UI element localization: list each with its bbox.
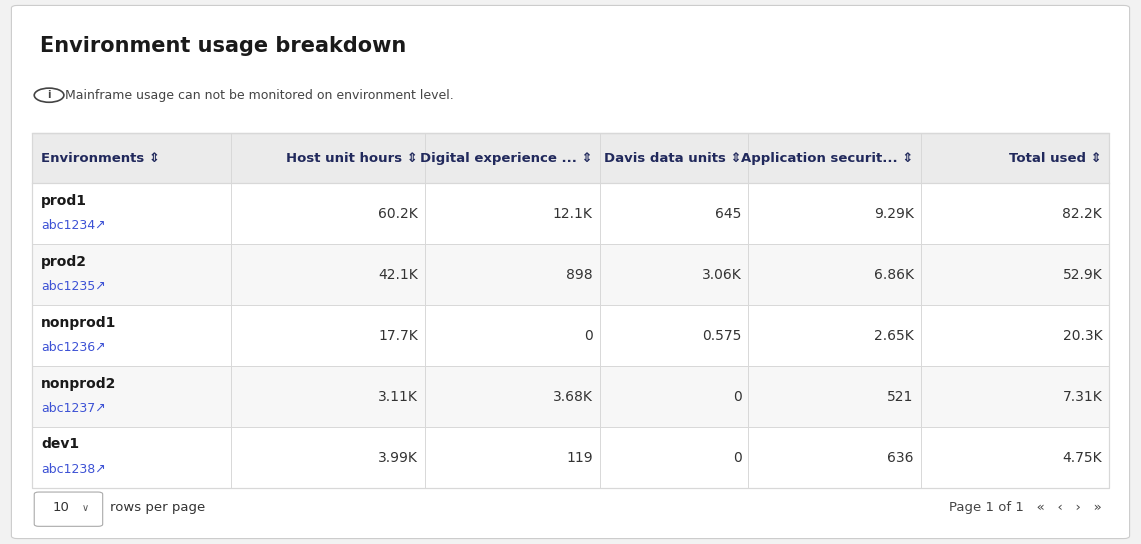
Text: Davis data units ⇕: Davis data units ⇕ (604, 152, 742, 165)
Text: prod2: prod2 (41, 255, 87, 269)
Text: 0: 0 (584, 329, 592, 343)
Bar (32, 133, 1109, 488)
Text: abc1235↗: abc1235↗ (41, 280, 106, 293)
Text: rows per page: rows per page (110, 502, 204, 514)
Text: 2.65K: 2.65K (874, 329, 914, 343)
Text: Total used ⇕: Total used ⇕ (1010, 152, 1102, 165)
Text: abc1238↗: abc1238↗ (41, 463, 106, 476)
Text: nonprod1: nonprod1 (41, 316, 116, 330)
Text: Host unit hours ⇕: Host unit hours ⇕ (286, 152, 419, 165)
Text: prod1: prod1 (41, 194, 87, 208)
Bar (32, 366, 1109, 427)
Text: 645: 645 (715, 207, 742, 221)
Bar (32, 183, 1109, 244)
Text: 9.29K: 9.29K (874, 207, 914, 221)
Text: abc1237↗: abc1237↗ (41, 402, 106, 415)
Text: Digital experience ... ⇕: Digital experience ... ⇕ (420, 152, 592, 165)
Text: 521: 521 (888, 390, 914, 404)
Text: Mainframe usage can not be monitored on environment level.: Mainframe usage can not be monitored on … (65, 89, 454, 102)
Text: 60.2K: 60.2K (379, 207, 419, 221)
Text: 0: 0 (733, 450, 742, 465)
Text: 7.31K: 7.31K (1062, 390, 1102, 404)
Text: 0: 0 (733, 390, 742, 404)
Bar (32, 427, 1109, 488)
Text: 3.11K: 3.11K (379, 390, 419, 404)
Text: dev1: dev1 (41, 437, 79, 452)
Bar (32, 133, 1109, 183)
Text: 3.68K: 3.68K (553, 390, 592, 404)
Text: 82.2K: 82.2K (1062, 207, 1102, 221)
Text: Page 1 of 1   «   ‹   ›   »: Page 1 of 1 « ‹ › » (949, 502, 1102, 514)
Text: 3.99K: 3.99K (379, 450, 419, 465)
Text: Application securit... ⇕: Application securit... ⇕ (742, 152, 914, 165)
Text: abc1236↗: abc1236↗ (41, 341, 106, 354)
Text: 10: 10 (52, 502, 70, 514)
Text: 3.06K: 3.06K (702, 268, 742, 282)
Text: 6.86K: 6.86K (874, 268, 914, 282)
Text: Environment usage breakdown: Environment usage breakdown (40, 36, 406, 56)
Text: ∨: ∨ (81, 503, 89, 513)
Text: 636: 636 (888, 450, 914, 465)
Text: 42.1K: 42.1K (379, 268, 419, 282)
Bar (32, 488, 1109, 528)
Text: 20.3K: 20.3K (1062, 329, 1102, 343)
FancyBboxPatch shape (34, 492, 103, 527)
Text: 52.9K: 52.9K (1062, 268, 1102, 282)
Text: 119: 119 (566, 450, 592, 465)
FancyBboxPatch shape (11, 5, 1130, 539)
Text: 4.75K: 4.75K (1062, 450, 1102, 465)
Text: nonprod2: nonprod2 (41, 376, 116, 391)
Text: Environments ⇕: Environments ⇕ (41, 152, 160, 165)
Text: 898: 898 (566, 268, 592, 282)
Bar (32, 244, 1109, 305)
Text: 0.575: 0.575 (702, 329, 742, 343)
Text: abc1234↗: abc1234↗ (41, 219, 106, 232)
Bar (32, 305, 1109, 366)
Text: i: i (47, 90, 51, 100)
Text: 12.1K: 12.1K (553, 207, 592, 221)
Text: 17.7K: 17.7K (379, 329, 419, 343)
